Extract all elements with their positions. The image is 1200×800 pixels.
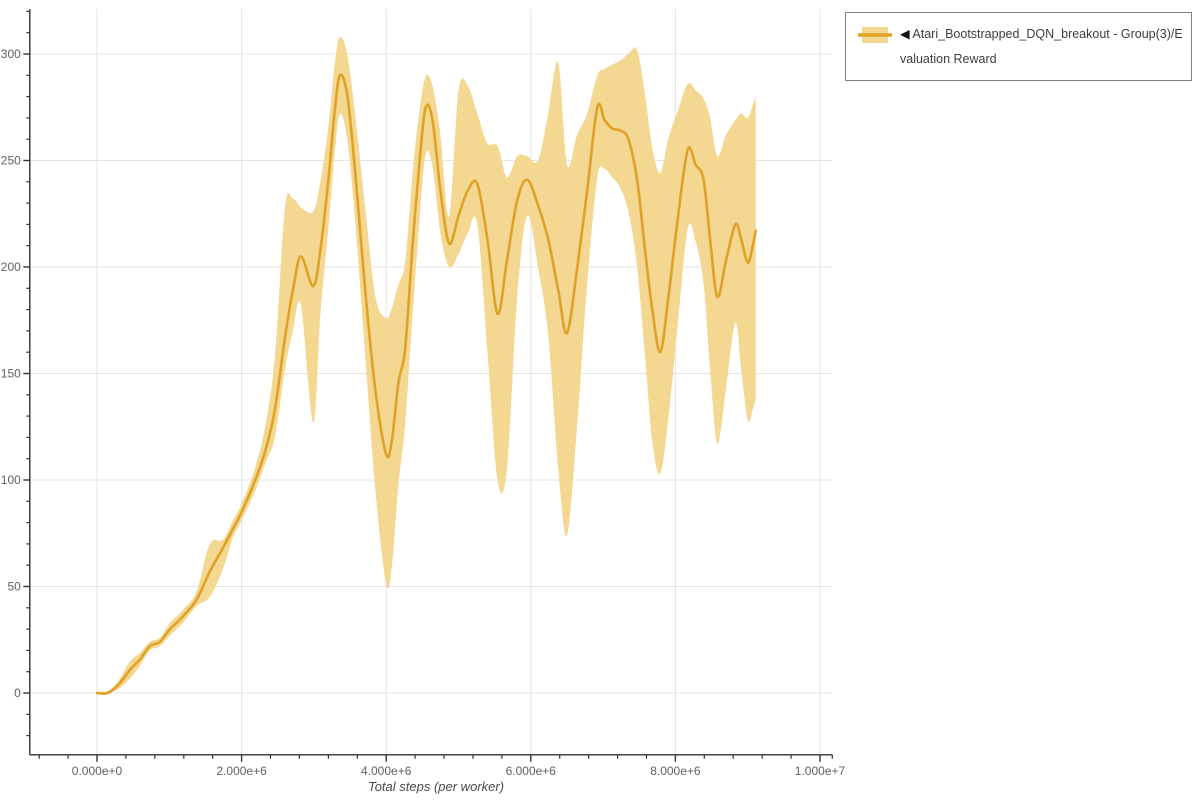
legend-series-label[interactable]: Atari_Bootstrapped_DQN_breakout - Group(… xyxy=(900,27,1183,66)
y-tick-label: 250 xyxy=(1,154,21,168)
x-tick-label: 0.000e+0 xyxy=(72,764,123,778)
y-tick-label: 200 xyxy=(1,260,21,274)
y-tick-label: 100 xyxy=(1,473,21,487)
legend: ◀ Atari_Bootstrapped_DQN_breakout - Grou… xyxy=(845,12,1192,81)
x-tick-label: 8.000e+6 xyxy=(650,764,701,778)
legend-item[interactable]: ◀ Atari_Bootstrapped_DQN_breakout - Grou… xyxy=(900,22,1183,72)
x-axis-title: Total steps (per worker) xyxy=(368,779,504,794)
legend-swatch-icon[interactable] xyxy=(858,25,892,45)
x-tick-label: 4.000e+6 xyxy=(361,764,412,778)
x-tick-label: 2.000e+6 xyxy=(216,764,267,778)
y-tick-label: 0 xyxy=(14,686,21,700)
uncertainty-band xyxy=(97,36,756,694)
y-tick-label: 50 xyxy=(7,580,21,594)
x-tick-label: 6.000e+6 xyxy=(506,764,557,778)
legend-collapse-icon[interactable]: ◀ xyxy=(900,27,910,41)
x-tick-label: 1.000e+7 xyxy=(795,764,846,778)
y-tick-label: 300 xyxy=(1,47,21,61)
y-tick-label: 150 xyxy=(1,367,21,381)
mean-line xyxy=(95,73,757,695)
